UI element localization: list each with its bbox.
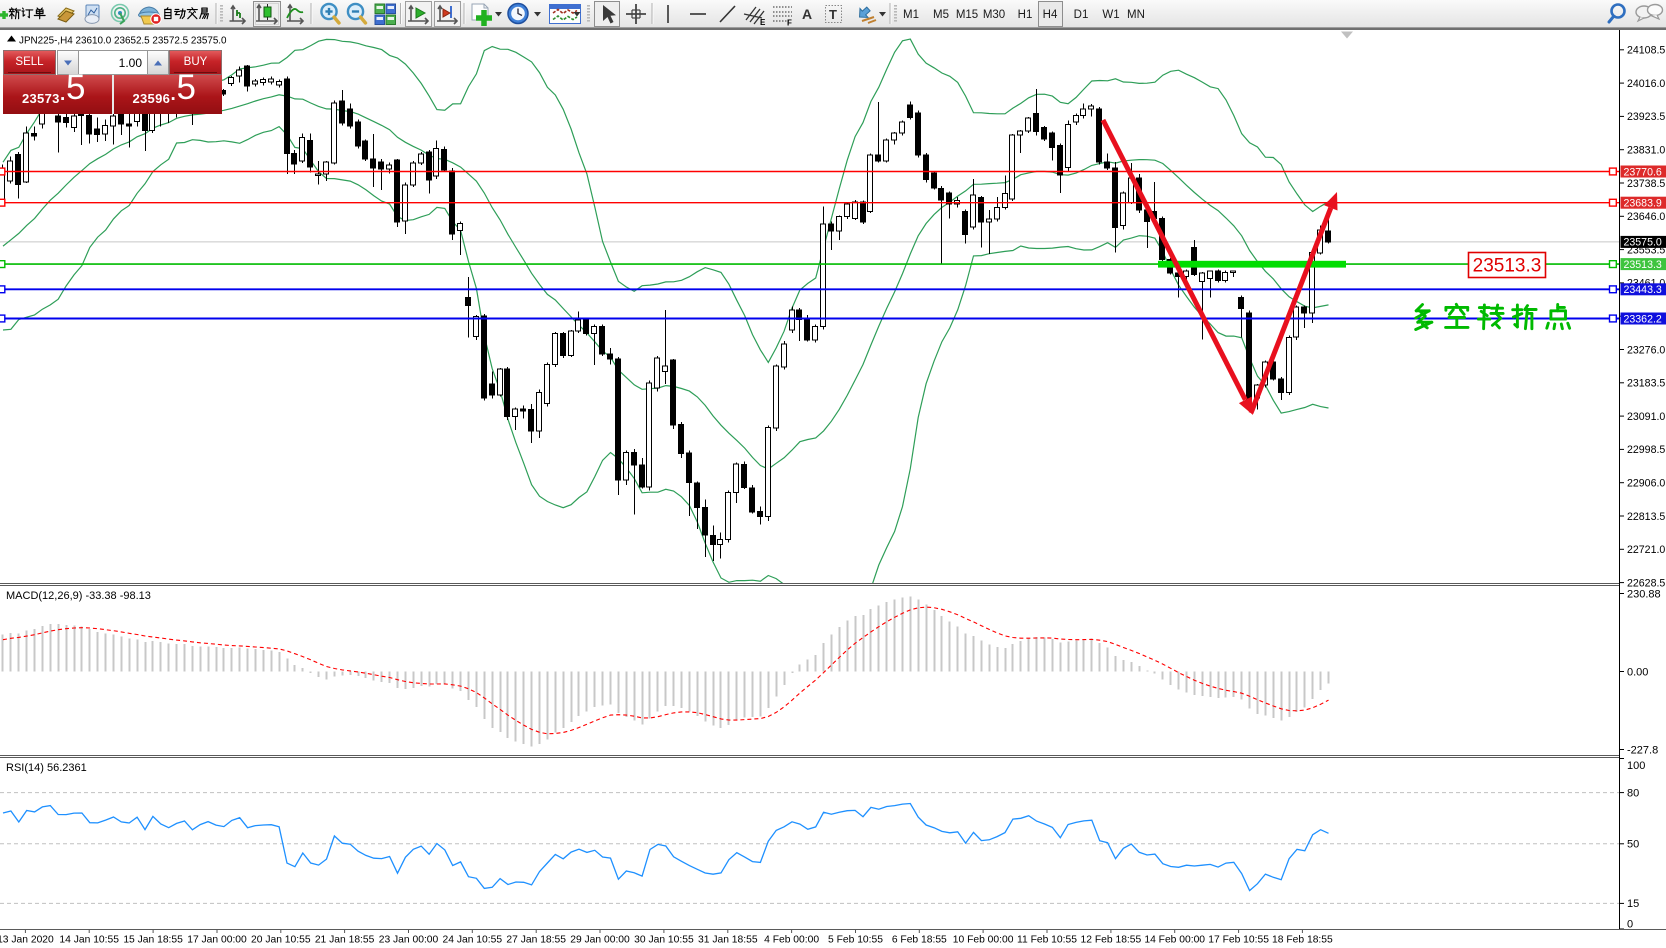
svg-text:F: F bbox=[787, 19, 792, 28]
svg-text:23646.0: 23646.0 bbox=[1627, 211, 1665, 223]
svg-text:80: 80 bbox=[1627, 787, 1639, 799]
svg-text:D1: D1 bbox=[1074, 9, 1089, 21]
svg-text:23276.0: 23276.0 bbox=[1627, 344, 1665, 356]
svg-text:5 Feb 10:55: 5 Feb 10:55 bbox=[828, 935, 883, 946]
svg-text:M30: M30 bbox=[983, 9, 1005, 21]
svg-text:30 Jan 10:55: 30 Jan 10:55 bbox=[634, 935, 694, 946]
svg-text:17 Jan 00:00: 17 Jan 00:00 bbox=[187, 935, 247, 946]
svg-text:23 Jan 00:00: 23 Jan 00:00 bbox=[379, 935, 439, 946]
svg-text:-227.8: -227.8 bbox=[1627, 744, 1658, 756]
svg-text:23183.5: 23183.5 bbox=[1627, 378, 1665, 390]
svg-text:0: 0 bbox=[1627, 918, 1633, 930]
svg-text:RSI(14) 56.2361: RSI(14) 56.2361 bbox=[6, 762, 87, 774]
svg-text:6 Feb 18:55: 6 Feb 18:55 bbox=[892, 935, 947, 946]
svg-text:23923.5: 23923.5 bbox=[1627, 111, 1665, 123]
svg-text:31 Jan 18:55: 31 Jan 18:55 bbox=[698, 935, 758, 946]
svg-text:18 Feb 18:55: 18 Feb 18:55 bbox=[1272, 935, 1333, 946]
svg-text:M1: M1 bbox=[903, 9, 919, 21]
svg-text:14 Jan 10:55: 14 Jan 10:55 bbox=[59, 935, 119, 946]
svg-text:15 Jan 18:55: 15 Jan 18:55 bbox=[123, 935, 183, 946]
svg-text:100: 100 bbox=[1627, 760, 1645, 772]
svg-text:T: T bbox=[829, 7, 837, 22]
svg-text:23513.3: 23513.3 bbox=[1473, 256, 1542, 277]
svg-text:22813.5: 22813.5 bbox=[1627, 511, 1665, 523]
svg-text:17 Feb 10:55: 17 Feb 10:55 bbox=[1208, 935, 1269, 946]
svg-text:50: 50 bbox=[1627, 839, 1639, 851]
svg-text:0.00: 0.00 bbox=[1627, 666, 1648, 678]
svg-text:15: 15 bbox=[1627, 898, 1639, 910]
svg-text:W1: W1 bbox=[1102, 9, 1119, 21]
svg-text:A: A bbox=[802, 6, 812, 22]
svg-text:11 Feb 10:55: 11 Feb 10:55 bbox=[1017, 935, 1077, 946]
svg-text:H4: H4 bbox=[1043, 9, 1058, 21]
svg-text:20 Jan 10:55: 20 Jan 10:55 bbox=[251, 935, 311, 946]
svg-text:14 Feb 00:00: 14 Feb 00:00 bbox=[1144, 935, 1205, 946]
svg-text:10 Feb 00:00: 10 Feb 00:00 bbox=[953, 935, 1014, 946]
svg-text:23683.9: 23683.9 bbox=[1624, 198, 1662, 210]
svg-text:JPN225-,H4 23610.0 23652.5 23: JPN225-,H4 23610.0 23652.5 23572.5 23575… bbox=[19, 36, 227, 47]
svg-text:MACD(12,26,9) -33.38 -98.13: MACD(12,26,9) -33.38 -98.13 bbox=[6, 590, 151, 602]
svg-text:24016.0: 24016.0 bbox=[1627, 78, 1665, 90]
svg-text:22628.5: 22628.5 bbox=[1627, 577, 1665, 589]
svg-text:22906.0: 22906.0 bbox=[1627, 478, 1665, 490]
svg-text:23513.3: 23513.3 bbox=[1624, 259, 1662, 271]
svg-text:M5: M5 bbox=[933, 9, 949, 21]
svg-text:M15: M15 bbox=[956, 9, 978, 21]
svg-text:E: E bbox=[760, 18, 766, 27]
svg-text:29 Jan 00:00: 29 Jan 00:00 bbox=[570, 935, 630, 946]
svg-text:12 Feb 18:55: 12 Feb 18:55 bbox=[1081, 935, 1142, 946]
svg-text:27 Jan 18:55: 27 Jan 18:55 bbox=[506, 935, 566, 946]
svg-text:4 Feb 00:00: 4 Feb 00:00 bbox=[764, 935, 819, 946]
svg-text:22721.0: 22721.0 bbox=[1627, 544, 1665, 556]
svg-text:23362.2: 23362.2 bbox=[1624, 313, 1662, 325]
svg-text:23770.6: 23770.6 bbox=[1624, 166, 1662, 178]
svg-text:23443.3: 23443.3 bbox=[1624, 284, 1662, 296]
svg-text:23831.0: 23831.0 bbox=[1627, 145, 1665, 157]
svg-text:24 Jan 10:55: 24 Jan 10:55 bbox=[443, 935, 503, 946]
svg-text:13 Jan 2020: 13 Jan 2020 bbox=[0, 935, 54, 946]
svg-text:23738.5: 23738.5 bbox=[1627, 178, 1665, 190]
svg-text:230.88: 230.88 bbox=[1627, 588, 1661, 600]
svg-text:24108.5: 24108.5 bbox=[1627, 45, 1665, 57]
svg-text:H1: H1 bbox=[1018, 9, 1033, 21]
svg-text:22998.5: 22998.5 bbox=[1627, 444, 1665, 456]
svg-text:MN: MN bbox=[1127, 9, 1145, 21]
svg-text:21 Jan 18:55: 21 Jan 18:55 bbox=[315, 935, 375, 946]
svg-text:23091.0: 23091.0 bbox=[1627, 411, 1665, 423]
svg-text:23575.0: 23575.0 bbox=[1624, 237, 1662, 249]
